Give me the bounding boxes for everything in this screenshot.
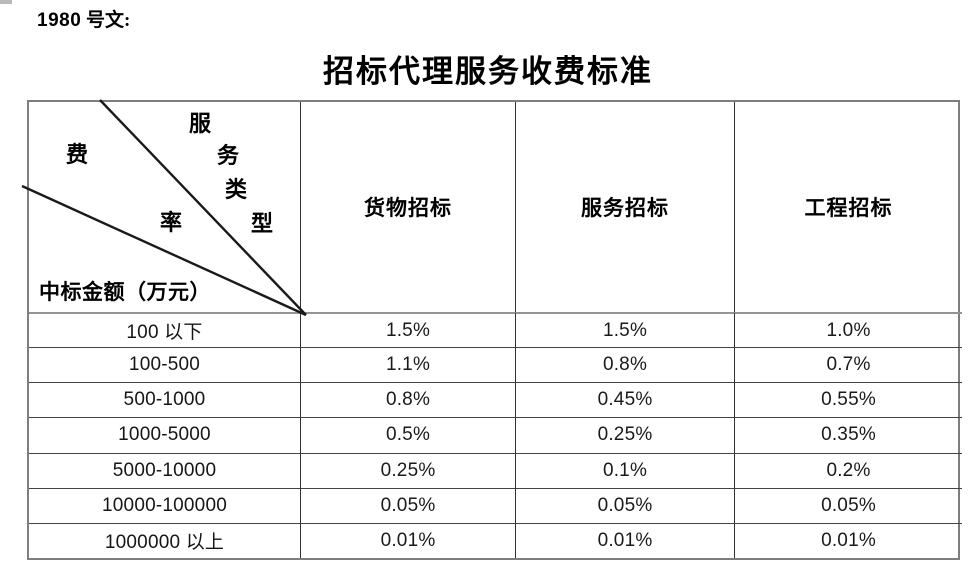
rate-cell: 1.5% (515, 312, 734, 348)
corner-service-char-2: 务 (217, 143, 240, 168)
diagonal-divider-lines (21, 99, 307, 317)
rate-cell: 0.01% (515, 522, 734, 558)
document-number-label: 1980 号文: (37, 5, 130, 32)
corner-service-char-4: 型 (251, 211, 274, 236)
rate-cell: 0.35% (734, 417, 962, 453)
corner-service-char-3: 类 (225, 177, 248, 202)
rate-cell: 1.0% (734, 312, 962, 348)
column-header-service: 服务招标 (515, 102, 734, 312)
rate-cell: 0.8% (515, 347, 734, 383)
rate-cell: 0.25% (300, 452, 515, 488)
corner-amount-label: 中标金额（万元） (39, 280, 211, 304)
rate-cell: 1.5% (300, 312, 515, 348)
rate-cell: 0.05% (300, 487, 515, 523)
rate-cell: 0.05% (515, 487, 734, 523)
row-range-cell: 5000-10000 (29, 452, 300, 488)
column-header-engineering: 工程招标 (734, 102, 962, 312)
row-range-cell: 500-1000 (29, 382, 300, 417)
column-header-goods: 货物招标 (300, 102, 515, 312)
row-range-cell: 1000-5000 (29, 417, 300, 452)
rate-cell: 0.2% (734, 452, 962, 488)
fee-standard-table: 费 服 务 类 率 型 中标金额（万元） 货物招标 服务招标 工程招标 100 … (21, 99, 962, 560)
row-range-cell: 100-500 (29, 347, 300, 382)
rate-cell: 0.05% (734, 487, 962, 523)
rate-cell: 0.25% (515, 417, 734, 453)
screenshot-edge-artifact (0, 0, 12, 4)
rate-cell: 0.5% (300, 417, 515, 453)
row-range-cell: 10000-100000 (29, 487, 300, 523)
rate-cell: 0.45% (515, 382, 734, 418)
rate-cell: 0.8% (300, 382, 515, 418)
rate-cell: 0.1% (515, 452, 734, 488)
diagonal-header-cell: 费 服 务 类 率 型 中标金额（万元） (21, 99, 307, 317)
corner-fee-char: 费 (66, 142, 89, 167)
rate-cell: 0.01% (300, 522, 515, 558)
document-number-suffix: 号文: (86, 10, 131, 31)
row-range-cell: 1000000 以上 (29, 522, 300, 558)
rate-cell: 1.1% (300, 347, 515, 383)
rate-cell: 0.7% (734, 347, 962, 383)
page-title: 招标代理服务收费标准 (323, 54, 653, 89)
row-range-cell: 100 以下 (29, 312, 300, 347)
document-number: 1980 (37, 10, 82, 31)
corner-service-char-1: 服 (189, 111, 212, 136)
rate-cell: 0.55% (734, 382, 962, 418)
rate-cell: 0.01% (734, 522, 962, 558)
corner-rate-char: 率 (160, 210, 183, 235)
